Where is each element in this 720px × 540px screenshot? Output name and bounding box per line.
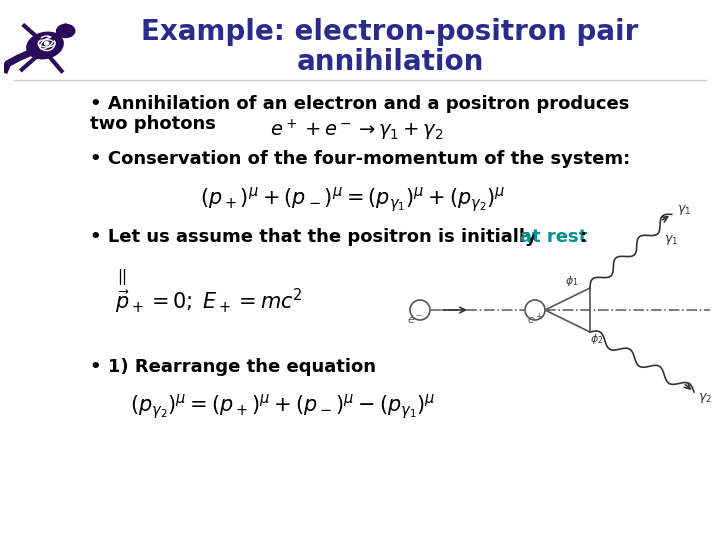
Text: • Conservation of the four-momentum of the system:: • Conservation of the four-momentum of t… <box>90 150 630 168</box>
Text: • Annihilation of an electron and a positron produces: • Annihilation of an electron and a posi… <box>90 95 629 113</box>
Text: $\overset{||}{\vec{p}}_+ = 0;\; E_+ = mc^2$: $\overset{||}{\vec{p}}_+ = 0;\; E_+ = mc… <box>115 268 302 316</box>
Text: $e^+$: $e^+$ <box>527 312 543 327</box>
Text: $e^+ + e^- \rightarrow \gamma_1 + \gamma_2$: $e^+ + e^- \rightarrow \gamma_1 + \gamma… <box>270 118 444 143</box>
Text: $e^-$: $e^-$ <box>407 315 423 326</box>
Text: $\gamma_2$: $\gamma_2$ <box>698 391 712 405</box>
Text: $\phi_1$: $\phi_1$ <box>565 274 579 288</box>
Ellipse shape <box>57 24 75 37</box>
Text: $\phi_2$: $\phi_2$ <box>590 332 603 346</box>
Text: annihilation: annihilation <box>297 48 484 76</box>
Text: $\gamma_1$: $\gamma_1$ <box>664 233 678 247</box>
Text: at rest: at rest <box>520 228 588 246</box>
Circle shape <box>45 42 49 45</box>
Text: $\gamma_1$: $\gamma_1$ <box>677 204 691 218</box>
Text: two photons: two photons <box>90 115 216 133</box>
Text: $(p_{\gamma_2})^\mu = (p_+)^\mu + (p_-)^\mu - (p_{\gamma_1})^\mu$: $(p_{\gamma_2})^\mu = (p_+)^\mu + (p_-)^… <box>130 392 436 421</box>
Text: Example: electron-positron pair: Example: electron-positron pair <box>141 18 639 46</box>
Ellipse shape <box>27 32 63 59</box>
Text: • Let us assume that the positron is initially: • Let us assume that the positron is ini… <box>90 228 543 246</box>
Text: :: : <box>580 228 587 246</box>
Text: $(p_+)^\mu + (p_-)^\mu = (p_{\gamma_1})^\mu + (p_{\gamma_2})^\mu$: $(p_+)^\mu + (p_-)^\mu = (p_{\gamma_1})^… <box>200 185 505 214</box>
Text: • 1) Rearrange the equation: • 1) Rearrange the equation <box>90 358 376 376</box>
